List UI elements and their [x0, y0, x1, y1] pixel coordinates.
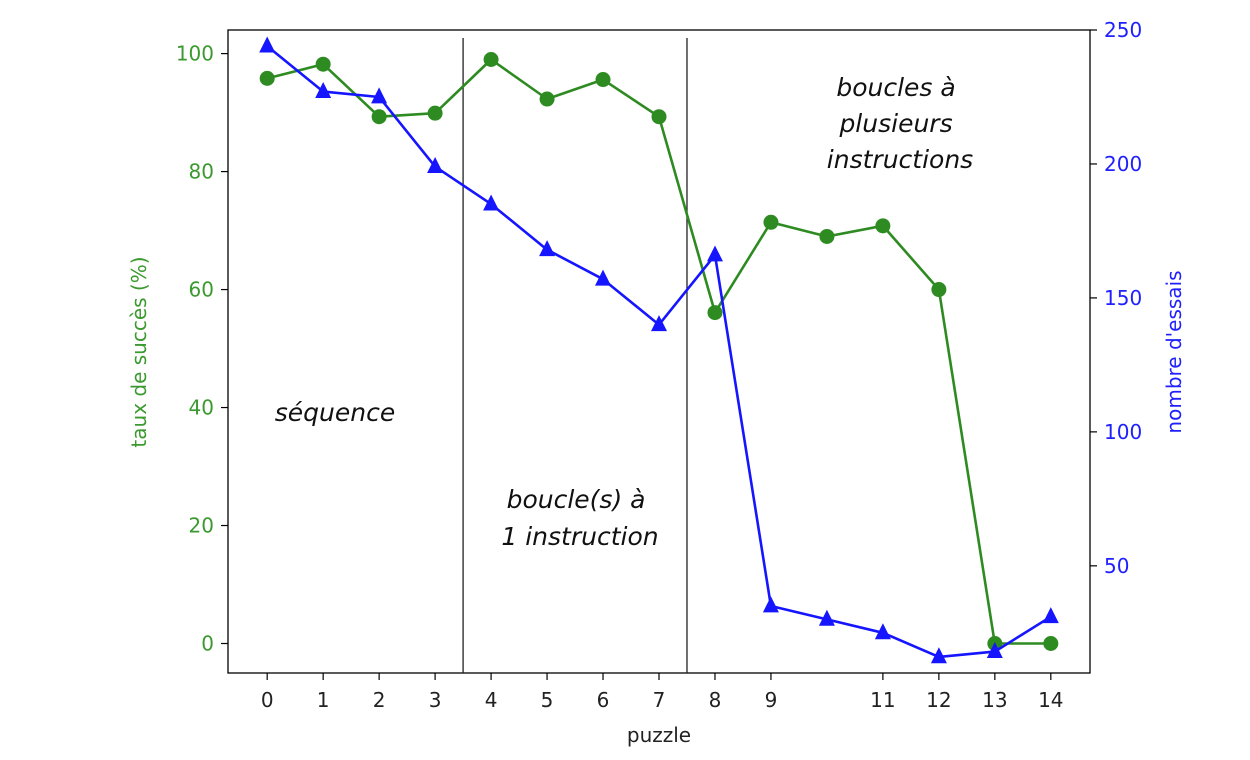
left-tick-label-0: 0	[201, 632, 214, 656]
series-2-point-2	[371, 87, 388, 104]
left-tick-label-40: 40	[189, 396, 214, 420]
series-2-point-1	[315, 82, 332, 98]
x-tick-label-6: 6	[597, 688, 610, 712]
x-tick-label-7: 7	[653, 688, 666, 712]
right-tick-label-50: 50	[1104, 554, 1129, 578]
series-2-point-7	[651, 315, 667, 332]
series-1-point-9	[763, 214, 779, 230]
series-2-point-3	[427, 157, 444, 173]
series-1-point-11	[875, 218, 891, 234]
x-tick-label-12: 12	[926, 688, 951, 712]
series-1-point-12	[931, 282, 947, 298]
series-2-point-11	[874, 623, 891, 640]
series-1-point-4	[483, 51, 499, 67]
x-tick-label-3: 3	[429, 688, 442, 712]
series-2-point-5	[539, 240, 556, 257]
series-layer	[259, 36, 1059, 664]
series-2-point-10	[818, 609, 835, 626]
x-tick-label-14: 14	[1038, 688, 1063, 712]
series-2-point-12	[930, 647, 947, 664]
series-1-point-6	[595, 72, 611, 88]
left-axis-title: taux de succès (%)	[127, 256, 151, 447]
x-axis: 0 1 2 3 4 5 6 7 8 9 11 12 13 14	[261, 673, 1064, 712]
series-1-point-5	[539, 91, 555, 107]
series-2-point-4	[483, 194, 500, 211]
x-tick-label-5: 5	[541, 688, 554, 712]
series-1-point-0	[259, 70, 275, 86]
left-tick-label-80: 80	[189, 160, 214, 184]
series-1-point-10	[819, 228, 835, 244]
series-1-point-8	[707, 305, 723, 321]
series-2-point-9	[762, 596, 779, 613]
annotation-single-instruction-line-1: boucle(s) à	[507, 485, 646, 514]
left-axis: 0 20 40 60 80 100	[176, 42, 228, 656]
annotation-multi-instruction: boucles à plusieurs instructions	[827, 73, 973, 174]
left-tick-label-60: 60	[189, 278, 214, 302]
right-tick-label-200: 200	[1104, 152, 1142, 176]
series-2-point-0	[259, 36, 276, 53]
right-tick-label-250: 250	[1104, 18, 1142, 42]
annotation-multi-instruction-line-1: boucles à	[836, 73, 955, 102]
series-2-point-14	[1042, 607, 1059, 624]
annotation-sequence: séquence	[275, 398, 395, 427]
series-2-point-6	[595, 269, 611, 286]
annotation-sequence-line-1: séquence	[275, 398, 395, 427]
x-tick-label-0: 0	[261, 688, 274, 712]
left-tick-label-20: 20	[189, 514, 214, 538]
series-1-point-3	[427, 105, 443, 121]
right-tick-label-150: 150	[1104, 286, 1142, 310]
annotation-single-instruction-line-2: 1 instruction	[501, 522, 658, 551]
x-axis-title: puzzle	[627, 723, 691, 747]
annotation-multi-instruction-line-2: plusieurs	[838, 109, 952, 138]
right-tick-label-100: 100	[1104, 420, 1142, 444]
x-tick-label-4: 4	[485, 688, 498, 712]
plot-area	[227, 29, 1091, 674]
left-tick-label-100: 100	[176, 42, 214, 66]
x-tick-label-11: 11	[870, 688, 895, 712]
annotation-multi-instruction-line-3: instructions	[827, 145, 973, 174]
x-tick-label-1: 1	[317, 688, 330, 712]
series-2-point-13	[986, 642, 1003, 658]
x-tick-label-2: 2	[373, 688, 386, 712]
x-tick-label-13: 13	[982, 688, 1007, 712]
annotation-single-instruction: boucle(s) à 1 instruction	[501, 485, 658, 551]
x-tick-label-8: 8	[709, 688, 722, 712]
series-1-point-14	[1043, 636, 1059, 652]
series-2-point-8	[707, 245, 723, 262]
right-axis: 50 100 150 200 250	[1090, 18, 1142, 578]
series-1-point-1	[315, 56, 331, 72]
right-axis-title: nombre d'essais	[1162, 270, 1186, 433]
x-tick-label-9: 9	[765, 688, 778, 712]
series-1-point-2	[371, 109, 387, 125]
separators	[462, 38, 688, 673]
series-1-point-7	[651, 109, 667, 125]
